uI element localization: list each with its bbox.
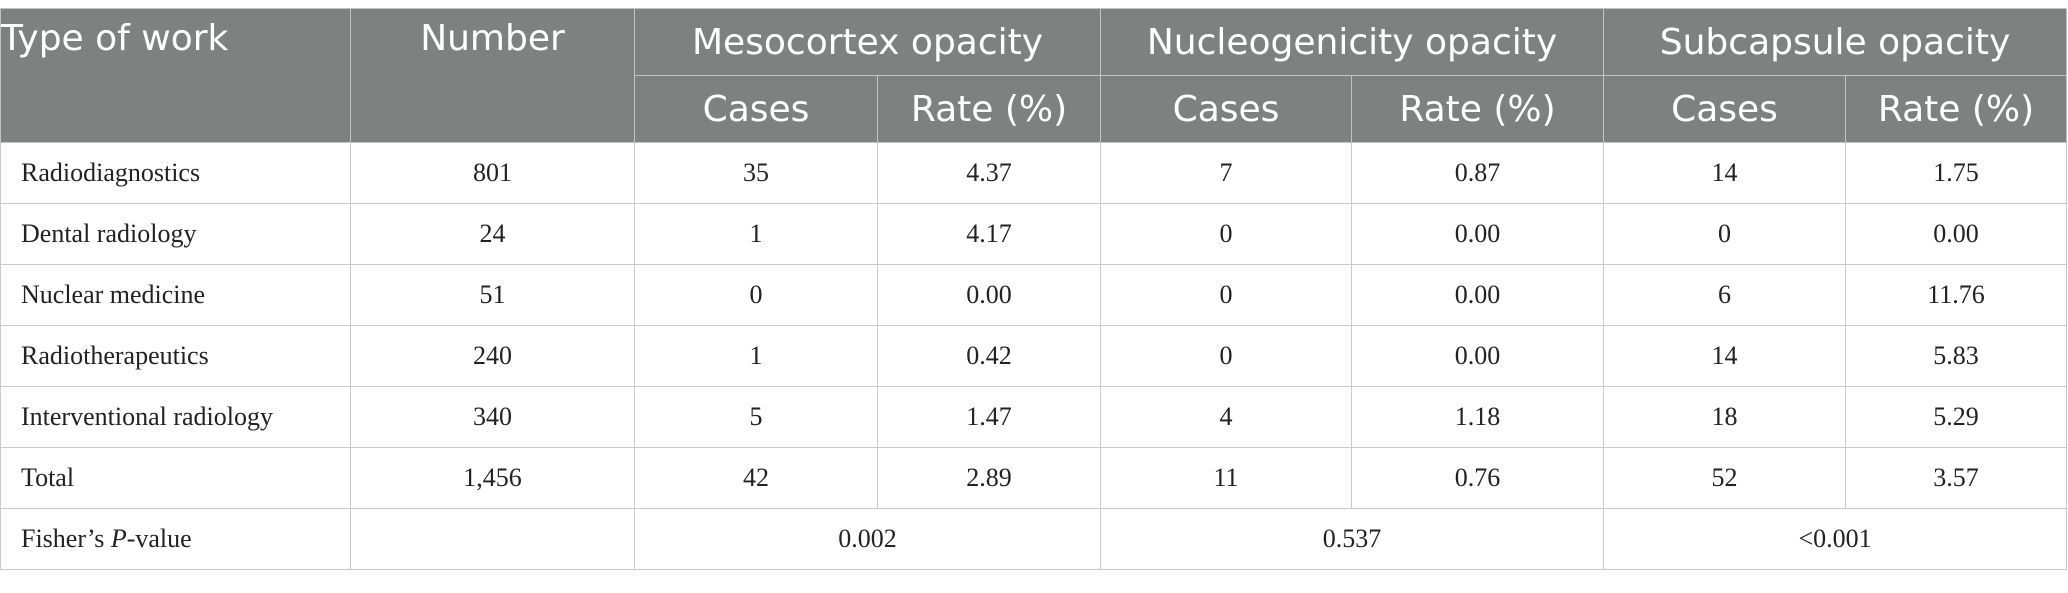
table-row-fisher: Fisher’s P-value 0.002 0.537 <0.001 — [0, 508, 2068, 570]
cell-nucleo-cases: 0 — [1100, 203, 1353, 265]
fisher-p-value-label: Fisher’s P-value — [0, 508, 351, 570]
cell-nucleo-rate: 0.00 — [1351, 264, 1605, 326]
table-header: Type of work Number Mesocortex opacity N… — [0, 8, 2068, 143]
cell-nucleo-rate: 0.87 — [1351, 142, 1605, 204]
table-body: Radiodiagnostics 801 35 4.37 7 0.87 14 1… — [0, 142, 2068, 570]
table-row: Nuclear medicine 51 0 0.00 0 0.00 6 11.7… — [0, 264, 2068, 326]
cell-meso-cases: 35 — [634, 142, 878, 204]
data-table: Type of work Number Mesocortex opacity N… — [0, 8, 2068, 570]
cell-nucleo-cases: 4 — [1100, 386, 1353, 448]
cell-meso-cases: 5 — [634, 386, 878, 448]
cell-sub-cases: 52 — [1603, 447, 1847, 509]
cell-type: Interventional radiology — [0, 386, 351, 448]
cell-number: 51 — [350, 264, 635, 326]
cell-meso-rate: 0.00 — [876, 264, 1102, 326]
table-row: Radiodiagnostics 801 35 4.37 7 0.87 14 1… — [0, 142, 2068, 204]
cell-type: Radiotherapeutics — [0, 325, 351, 387]
header-type-of-work: Type of work — [0, 8, 351, 143]
cell-number: 801 — [350, 142, 635, 204]
cell-sub-rate: 0.00 — [1845, 203, 2068, 265]
cell-sub-cases: 6 — [1603, 264, 1847, 326]
table-row: Radiotherapeutics 240 1 0.42 0 0.00 14 5… — [0, 325, 2068, 387]
cell-nucleo-rate: 1.18 — [1351, 386, 1605, 448]
header-nucleogenicity-opacity: Nucleogenicity opacity — [1100, 8, 1605, 76]
cell-nucleo-cases: 7 — [1100, 142, 1353, 204]
cell-nucleo-rate: 0.00 — [1351, 325, 1605, 387]
fisher-nucleo-p-value: 0.537 — [1100, 508, 1605, 570]
cell-sub-cases: 14 — [1603, 325, 1847, 387]
cell-sub-rate: 3.57 — [1845, 447, 2068, 509]
fisher-meso-p-value: 0.002 — [633, 508, 1102, 570]
table-row-total: Total 1,456 42 2.89 11 0.76 52 3.57 — [0, 447, 2068, 509]
cell-number: 240 — [350, 325, 635, 387]
header-mesocortex-opacity: Mesocortex opacity — [633, 8, 1102, 76]
cell-meso-rate: 4.37 — [876, 142, 1102, 204]
cell-meso-rate: 1.47 — [876, 386, 1102, 448]
cell-nucleo-rate: 0.76 — [1351, 447, 1605, 509]
cell-meso-rate: 4.17 — [876, 203, 1102, 265]
cell-sub-cases: 0 — [1603, 203, 1847, 265]
cell-sub-cases: 14 — [1603, 142, 1847, 204]
cell-meso-cases: 1 — [634, 325, 878, 387]
header-subcapsule-opacity: Subcapsule opacity — [1603, 8, 2068, 76]
cell-type: Dental radiology — [0, 203, 351, 265]
cell-sub-rate: 1.75 — [1845, 142, 2068, 204]
header-nucleo-rate: Rate (%) — [1351, 75, 1605, 143]
table-row: Dental radiology 24 1 4.17 0 0.00 0 0.00 — [0, 203, 2068, 265]
cell-type: Radiodiagnostics — [0, 142, 351, 204]
cell-number: 340 — [350, 386, 635, 448]
header-row-groups: Type of work Number Mesocortex opacity N… — [0, 8, 2068, 143]
cell-sub-rate: 5.83 — [1845, 325, 2068, 387]
cell-nucleo-cases: 11 — [1100, 447, 1353, 509]
cell-type: Nuclear medicine — [0, 264, 351, 326]
cell-nucleo-rate: 0.00 — [1351, 203, 1605, 265]
cell-number: 24 — [350, 203, 635, 265]
cell-meso-rate: 0.42 — [876, 325, 1102, 387]
header-number: Number — [350, 8, 635, 143]
cell-sub-rate: 11.76 — [1845, 264, 2068, 326]
cell-nucleo-cases: 0 — [1100, 264, 1353, 326]
header-row-subcolumns: Cases Rate (%) Cases Rate (%) Cases Rate… — [1, 75, 2068, 143]
header-meso-rate: Rate (%) — [876, 75, 1102, 143]
cell-number: 1,456 — [350, 447, 635, 509]
cell-sub-rate: 5.29 — [1845, 386, 2068, 448]
fisher-number-cell — [350, 508, 635, 570]
cell-meso-rate: 2.89 — [876, 447, 1102, 509]
header-meso-cases: Cases — [634, 75, 878, 143]
fisher-sub-p-value: <0.001 — [1603, 508, 2068, 570]
header-sub-cases: Cases — [1603, 75, 1847, 143]
cell-meso-cases: 42 — [634, 447, 878, 509]
cell-sub-cases: 18 — [1603, 386, 1847, 448]
header-nucleo-cases: Cases — [1100, 75, 1353, 143]
cell-type: Total — [0, 447, 351, 509]
cell-meso-cases: 0 — [634, 264, 878, 326]
header-sub-rate: Rate (%) — [1845, 75, 2068, 143]
table-row: Interventional radiology 340 5 1.47 4 1.… — [0, 386, 2068, 448]
cell-nucleo-cases: 0 — [1100, 325, 1353, 387]
cell-meso-cases: 1 — [634, 203, 878, 265]
